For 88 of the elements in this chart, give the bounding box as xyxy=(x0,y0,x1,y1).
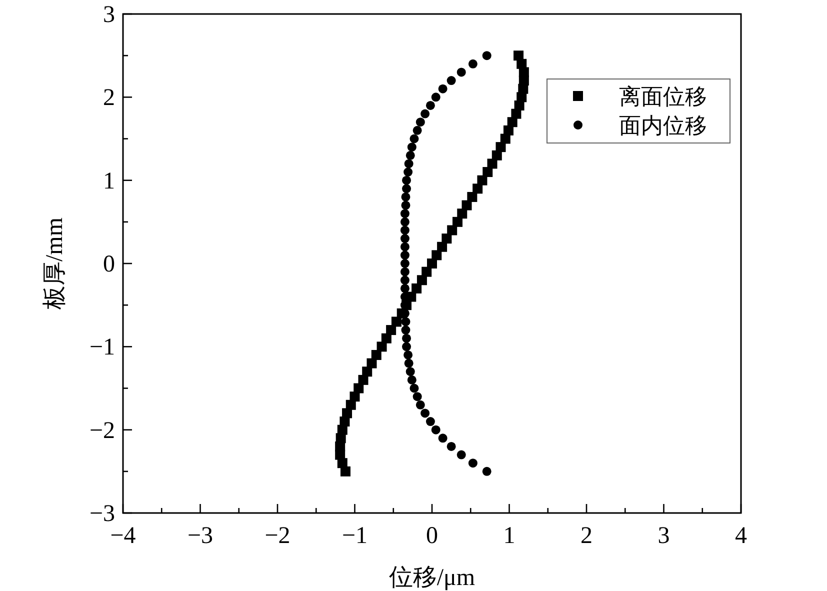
point xyxy=(386,325,396,336)
point xyxy=(401,317,410,326)
point xyxy=(447,225,458,236)
point xyxy=(468,458,478,468)
y-axis-title: 板厚/mm xyxy=(42,217,68,311)
point xyxy=(431,425,440,434)
point xyxy=(407,142,416,152)
point xyxy=(420,109,430,118)
point xyxy=(400,250,410,260)
point xyxy=(412,283,422,294)
x-tick-label: 4 xyxy=(735,523,747,549)
x-axis-title: 位移/μm xyxy=(388,565,476,591)
point xyxy=(404,159,414,168)
x-tick-label: 3 xyxy=(658,523,670,549)
point xyxy=(402,334,412,343)
point xyxy=(407,375,416,384)
y-tick-label: −1 xyxy=(89,334,115,361)
point xyxy=(400,217,410,226)
point xyxy=(416,118,425,127)
x-tick-label: −3 xyxy=(187,523,214,549)
point xyxy=(400,259,410,268)
point xyxy=(402,184,412,194)
point xyxy=(406,367,415,376)
point xyxy=(426,417,435,426)
point xyxy=(427,258,437,268)
point xyxy=(496,142,506,152)
point xyxy=(472,184,483,194)
point xyxy=(432,250,442,260)
point xyxy=(467,192,478,202)
y-tick-label: 3 xyxy=(103,2,115,28)
point xyxy=(468,59,478,68)
point xyxy=(416,400,425,410)
point xyxy=(446,76,456,86)
point xyxy=(462,200,472,210)
point xyxy=(438,84,448,94)
x-tick-label: 1 xyxy=(503,523,516,549)
point xyxy=(406,150,415,160)
point xyxy=(362,366,372,377)
point xyxy=(358,374,368,385)
point xyxy=(401,326,410,335)
point xyxy=(482,466,492,476)
point xyxy=(410,384,419,393)
y-tick-label: 2 xyxy=(103,85,115,112)
point xyxy=(400,276,410,285)
y-tick-label: 0 xyxy=(103,252,115,278)
point xyxy=(431,92,440,102)
point xyxy=(438,434,448,443)
x-tick-label: 2 xyxy=(580,523,592,549)
point xyxy=(376,342,387,352)
point xyxy=(420,408,430,418)
point xyxy=(402,176,412,185)
point xyxy=(401,200,410,210)
point xyxy=(404,350,413,360)
point xyxy=(412,126,422,135)
point xyxy=(452,216,462,227)
point xyxy=(404,358,414,368)
point xyxy=(456,450,466,460)
point xyxy=(400,234,410,244)
point xyxy=(426,100,435,110)
point xyxy=(401,192,410,202)
x-tick-label: −1 xyxy=(342,523,368,549)
point xyxy=(456,68,466,77)
point xyxy=(400,226,410,235)
point xyxy=(442,234,452,244)
point xyxy=(482,167,493,178)
y-tick-label: −2 xyxy=(89,418,115,444)
point xyxy=(402,342,412,352)
x-tick-label: −2 xyxy=(264,523,290,549)
point xyxy=(437,242,448,252)
point xyxy=(487,158,498,169)
legend-label: 离面位移 xyxy=(619,84,707,109)
point xyxy=(410,134,419,144)
y-tick-label: 1 xyxy=(103,168,115,194)
point xyxy=(371,350,382,360)
x-tick-label: 0 xyxy=(426,523,438,549)
point xyxy=(400,242,410,252)
point xyxy=(482,51,492,60)
point xyxy=(446,442,456,451)
point xyxy=(391,316,402,327)
point xyxy=(340,466,350,476)
point xyxy=(400,284,410,293)
point xyxy=(400,209,410,218)
point xyxy=(416,275,427,286)
point xyxy=(400,267,410,276)
legend-label: 面内位移 xyxy=(619,113,707,138)
point xyxy=(412,392,422,402)
point xyxy=(457,208,468,219)
point xyxy=(404,168,413,177)
